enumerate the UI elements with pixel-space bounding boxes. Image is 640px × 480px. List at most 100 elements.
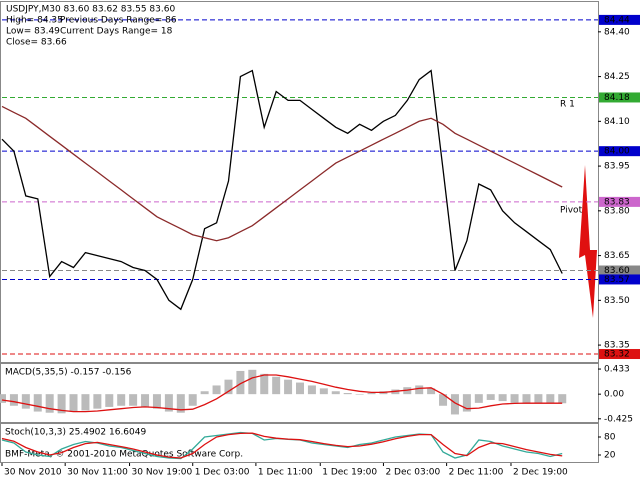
panel-title: MACD(5,35,5) -0.157 -0.156 xyxy=(5,368,132,378)
level-label: 83.83 xyxy=(604,197,630,207)
x-tick-label: 2 Dec 19:00 xyxy=(513,468,568,478)
histogram-bar xyxy=(486,394,495,400)
series-line xyxy=(1,69,563,311)
y-tick-label: 84.25 xyxy=(604,72,630,82)
histogram-bar xyxy=(546,394,555,404)
info-text: High= 84.35 xyxy=(6,16,63,26)
level-tag xyxy=(599,92,640,103)
histogram-bar xyxy=(522,394,531,403)
y-tick-label: 83.80 xyxy=(604,206,630,216)
histogram-bar xyxy=(510,394,519,403)
histogram-bar xyxy=(81,394,90,411)
x-tick-label: 30 Nov 19:00 xyxy=(132,468,193,478)
histogram-bar xyxy=(355,394,364,395)
red-arrow xyxy=(579,165,597,318)
histogram-bar xyxy=(343,393,352,395)
level-tag xyxy=(599,349,640,360)
chart-title: USDJPY,M30 83.60 83.62 83.55 83.60 xyxy=(6,5,175,15)
level-tag xyxy=(599,274,640,285)
histogram-bar xyxy=(558,394,567,404)
histogram-bar xyxy=(141,394,150,407)
histogram-bar xyxy=(152,394,161,409)
histogram-bar xyxy=(69,394,78,412)
histogram-bar xyxy=(534,394,543,404)
histogram-bar xyxy=(33,394,42,412)
histogram-bar xyxy=(0,394,6,403)
histogram-bar xyxy=(474,394,483,403)
panel-title: Stoch(10,3,3) 25.4902 16.6049 xyxy=(5,428,146,438)
y-tick-label: -0.425 xyxy=(604,414,633,424)
level-tag xyxy=(599,14,640,25)
histogram-bar xyxy=(367,393,376,395)
x-tick-label: 1 Dec 03:00 xyxy=(195,468,250,478)
copyright: BMF-Meta, © 2001-2010 MetaQuotes Softwar… xyxy=(5,450,243,460)
histogram-bar xyxy=(129,394,138,406)
y-tick-label: 83.35 xyxy=(604,341,630,351)
histogram-bar xyxy=(284,379,293,395)
histogram-bar xyxy=(224,379,233,395)
level-label: 84.00 xyxy=(604,147,630,157)
histogram-bar xyxy=(9,394,18,406)
histogram-bar xyxy=(296,382,304,395)
panel-frame xyxy=(0,423,599,463)
histogram-bar xyxy=(248,369,257,395)
level-label: 84.44 xyxy=(604,15,630,25)
panel-frame xyxy=(0,363,599,423)
level-tag xyxy=(599,196,640,207)
y-tick-label: 83.65 xyxy=(604,251,630,261)
histogram-bar xyxy=(450,394,459,415)
histogram-bar xyxy=(93,394,102,409)
x-tick-label: 1 Dec 19:00 xyxy=(322,468,377,478)
histogram-bar xyxy=(176,394,185,413)
y-tick-label: 83.95 xyxy=(604,162,630,172)
x-tick-label: 2 Dec 11:00 xyxy=(449,468,504,478)
level-label: 83.57 xyxy=(604,275,630,285)
histogram-bar xyxy=(45,394,54,413)
info-text: Close= 83.66 xyxy=(6,38,67,48)
histogram-bar xyxy=(236,370,245,395)
x-tick-label: 1 Dec 11:00 xyxy=(258,468,313,478)
y-tick-label: 0.433 xyxy=(604,365,630,375)
level-name: Pivot xyxy=(560,206,583,216)
histogram-bar xyxy=(319,388,328,395)
histogram-bar xyxy=(498,394,507,402)
histogram-bar xyxy=(21,394,30,409)
level-label: 83.60 xyxy=(604,266,630,276)
info-text: Current Days Range= 18 xyxy=(60,27,173,37)
series-line xyxy=(1,105,563,242)
y-tick-label: 84.10 xyxy=(604,117,630,127)
histogram-bar xyxy=(307,385,316,395)
histogram-bar xyxy=(200,391,209,395)
info-text: Low= 83.49 xyxy=(6,27,60,37)
panel-frame xyxy=(0,1,599,363)
histogram-bar xyxy=(427,388,436,395)
histogram-bar xyxy=(462,394,471,412)
level-label: 84.18 xyxy=(604,93,630,103)
histogram-bar xyxy=(164,394,173,412)
y-tick-label: 20 xyxy=(604,451,616,461)
series-line xyxy=(1,432,563,459)
histogram-bar xyxy=(260,373,269,395)
level-label: 83.32 xyxy=(604,350,630,360)
level-name: R 1 xyxy=(560,100,575,110)
histogram-bar xyxy=(57,394,66,414)
x-tick-label: 30 Nov 11:00 xyxy=(67,468,128,478)
y-tick-label: 83.50 xyxy=(604,296,630,306)
series-line xyxy=(1,374,563,413)
histogram-bar xyxy=(212,385,221,395)
histogram-bar xyxy=(117,394,126,406)
histogram-bar xyxy=(415,385,424,395)
histogram-bar xyxy=(188,394,197,406)
level-tag xyxy=(599,146,640,157)
y-tick-label: 0.00 xyxy=(604,390,624,400)
y-tick-label: 80 xyxy=(604,433,616,443)
histogram-bar xyxy=(331,391,340,395)
x-tick-label: 30 Nov 2010 xyxy=(4,468,62,478)
histogram-bar xyxy=(439,394,448,406)
info-text: Previous Days Range= 86 xyxy=(60,16,177,26)
histogram-bar xyxy=(105,394,114,407)
y-tick-label: 84.40 xyxy=(604,27,630,37)
histogram-bar xyxy=(272,376,281,395)
x-tick-label: 2 Dec 03:00 xyxy=(385,468,440,478)
